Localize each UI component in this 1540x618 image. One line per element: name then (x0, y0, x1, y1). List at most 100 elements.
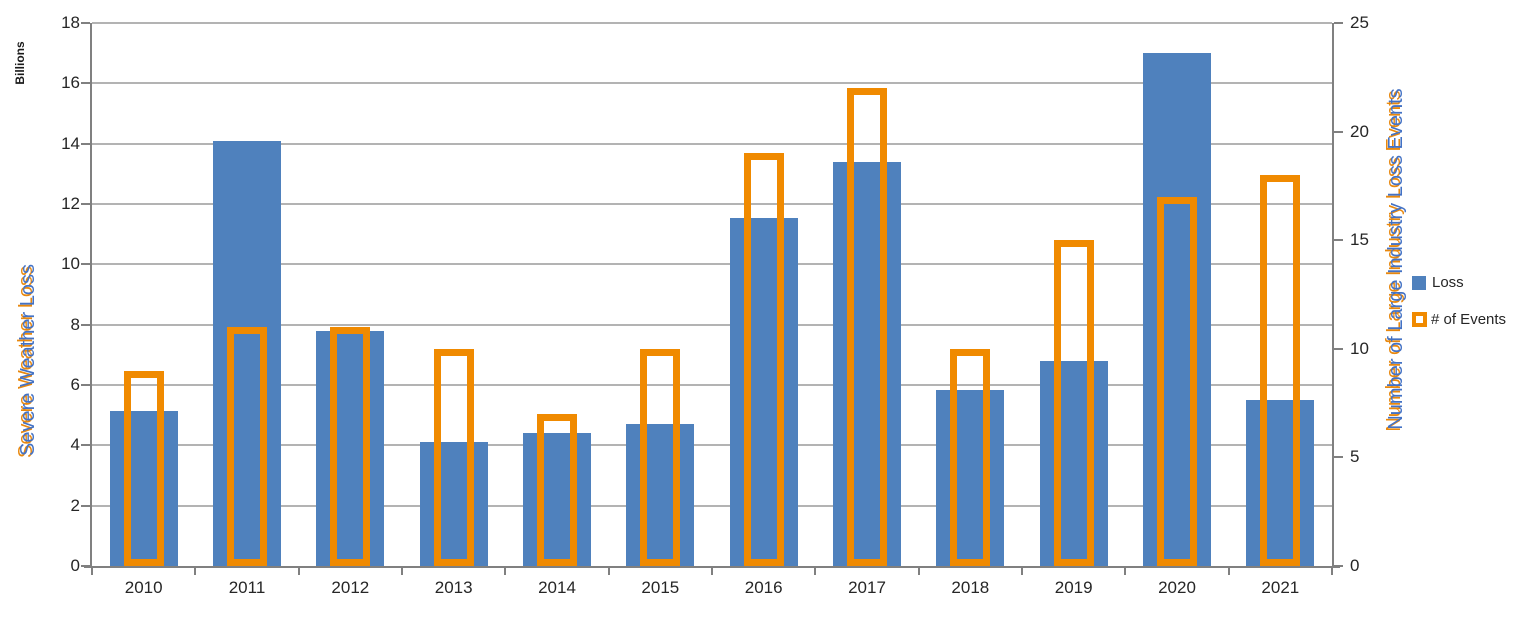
horizontal-gridline (92, 323, 1332, 326)
x-axis-tick-label: 2021 (1261, 578, 1300, 597)
left-axis-tick-mark (81, 203, 90, 205)
x-axis-boundary-tick (814, 566, 817, 575)
horizontal-gridline (92, 263, 1332, 266)
y-axis-tick-label: 10 (61, 254, 80, 274)
horizontal-gridline (92, 384, 1332, 386)
y2-axis-tick-label: 15 (1350, 230, 1369, 250)
loss-bar (729, 217, 798, 566)
right-axis-tick-mark (1334, 239, 1343, 242)
events-bar (1157, 196, 1197, 566)
y-axis-tick-label: 0 (70, 556, 80, 575)
loss-bar (833, 161, 901, 566)
y2-axis-tick-label: 0 (1350, 556, 1360, 575)
events-bar (433, 348, 474, 566)
events-bar (537, 413, 577, 566)
x-axis-boundary-tick (917, 566, 920, 575)
x-axis-boundary-tick (1124, 566, 1127, 575)
events-bar (123, 370, 164, 566)
left-axis-tick-mark (81, 82, 90, 85)
right-axis-tick-mark (1334, 456, 1343, 459)
legend-label-events: # of Events (1431, 311, 1507, 328)
events-bar (950, 348, 991, 566)
events-bar (640, 348, 681, 566)
loss-bar (626, 424, 695, 566)
y2-axis-tick-label: 20 (1350, 121, 1369, 141)
events-bar (1260, 175, 1301, 566)
y-axis-tick-label: 16 (61, 73, 80, 93)
events-series-swatch-icon (1412, 312, 1427, 327)
loss-bar (1143, 53, 1211, 566)
left-axis-tick-mark (81, 565, 90, 567)
events-bar (1053, 240, 1094, 566)
y-axis-tick-label: 4 (70, 435, 80, 455)
left-axis-line (90, 23, 92, 568)
events-bar (227, 327, 267, 566)
loss-bar (523, 433, 591, 566)
loss-series-swatch-icon (1412, 275, 1426, 290)
x-axis-boundary-tick (711, 566, 713, 575)
x-axis-tick-label: 2013 (434, 578, 473, 597)
y-axis-tick-label: 6 (70, 375, 80, 394)
x-axis-tick-label: 2016 (744, 578, 783, 597)
x-axis-tick-label: 2015 (641, 578, 680, 597)
x-axis-boundary-tick (1227, 566, 1230, 575)
x-axis-tick-label: 2012 (331, 578, 370, 597)
loss-bar (936, 389, 1005, 566)
y-axis-tick-label: 8 (70, 314, 80, 334)
x-axis-tick-label: 2014 (538, 578, 576, 597)
loss-bar (213, 140, 281, 566)
left-axis-tick-mark (81, 263, 90, 266)
horizontal-gridline (92, 203, 1332, 205)
y-axis-tick-label: 12 (61, 194, 80, 213)
left-axis-units-label: Billions (13, 41, 27, 85)
right-axis-line (1332, 23, 1334, 568)
x-axis-boundary-tick (91, 566, 93, 575)
left-axis-tick-mark (81, 323, 90, 326)
left-axis-tick-mark (81, 504, 90, 507)
legend: Loss # of Events (1412, 274, 1506, 348)
y-axis-tick-label: 18 (61, 13, 80, 32)
events-bar (847, 88, 887, 566)
x-axis-tick-label: 2019 (1054, 578, 1093, 597)
right-axis-tick-mark (1334, 130, 1343, 133)
horizontal-gridline (92, 82, 1332, 85)
horizontal-gridline (92, 504, 1332, 507)
events-bar (743, 153, 784, 566)
x-axis-tick-label: 2011 (228, 578, 266, 597)
x-axis-boundary-tick (607, 566, 610, 575)
legend-label-loss: Loss (1432, 274, 1464, 291)
left-axis-tick-mark (81, 384, 90, 386)
loss-bar (419, 442, 488, 566)
horizontal-gridline (92, 22, 1332, 24)
x-axis-boundary-tick (194, 566, 197, 575)
right-axis-tick-mark (1334, 22, 1343, 24)
x-axis-boundary-tick (504, 566, 507, 575)
legend-item-loss: Loss (1412, 274, 1506, 291)
right-axis-tick-mark (1334, 565, 1343, 567)
loss-bar (316, 330, 385, 566)
x-axis-tick-label: 2017 (848, 578, 886, 597)
left-axis-tick-mark (81, 142, 90, 145)
x-axis-tick-label: 2018 (951, 578, 990, 597)
horizontal-gridline (92, 444, 1332, 447)
x-axis-boundary-tick (401, 566, 403, 575)
loss-bar (1246, 400, 1315, 566)
right-axis-tick-mark (1334, 347, 1343, 350)
events-bar (330, 327, 371, 566)
x-axis-boundary-tick (1021, 566, 1023, 575)
horizontal-gridline (92, 142, 1332, 145)
x-axis-boundary-tick (297, 566, 300, 575)
y2-axis-tick-label: 10 (1350, 338, 1369, 358)
legend-item-events: # of Events (1412, 311, 1506, 328)
x-axis-tick-label: 2010 (124, 578, 163, 597)
y-axis-tick-label: 14 (61, 133, 80, 153)
y2-axis-tick-label: 25 (1350, 13, 1369, 32)
y-axis-tick-label: 2 (70, 495, 80, 515)
loss-bar (1039, 360, 1108, 566)
x-axis-tick-label: 2020 (1158, 578, 1196, 597)
left-axis-tick-mark (81, 444, 90, 447)
x-axis-boundary-tick (1331, 566, 1333, 575)
y2-axis-tick-label: 5 (1350, 447, 1360, 467)
left-axis-tick-mark (81, 22, 90, 24)
